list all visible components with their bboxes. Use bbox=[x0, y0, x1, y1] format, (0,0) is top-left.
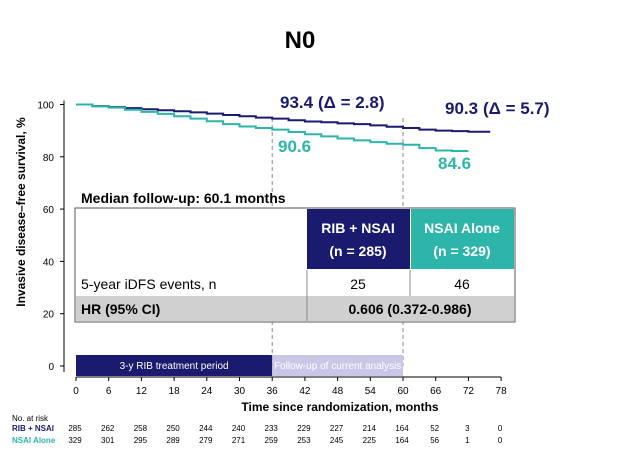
at-risk-count: 295 bbox=[134, 436, 148, 445]
survival-curves bbox=[76, 103, 491, 153]
x-tick-label: 66 bbox=[430, 386, 442, 397]
x-tick-label: 42 bbox=[299, 386, 311, 397]
y-tick-label: 100 bbox=[37, 101, 54, 112]
at-risk-count: 3 bbox=[465, 424, 470, 433]
nsai-column-header-bg bbox=[411, 209, 514, 269]
rib-60m-delta: (Δ = 5.7) bbox=[483, 99, 550, 118]
x-tick-label: 6 bbox=[106, 386, 112, 397]
at-risk-count: 329 bbox=[68, 436, 82, 445]
row1-rib-value: 25 bbox=[350, 276, 366, 292]
rib-36m-value: 93.4 bbox=[280, 93, 314, 112]
x-tick-label: 36 bbox=[267, 386, 279, 397]
median-followup-label: Median follow-up: 60.1 months bbox=[81, 190, 286, 206]
x-axis-label: Time since randomization, months bbox=[241, 400, 438, 414]
nsai-60m-value: 84.6 bbox=[438, 154, 471, 173]
row1-label: 5-year iDFS events, n bbox=[81, 276, 216, 292]
at-risk-count: 164 bbox=[395, 424, 409, 433]
nsai-alone-curve bbox=[76, 103, 469, 153]
at-risk-count: 244 bbox=[199, 424, 213, 433]
row2-value: 0.606 (0.372-0.986) bbox=[349, 301, 472, 317]
at-risk-count: 259 bbox=[265, 436, 279, 445]
x-tick-label: 78 bbox=[496, 386, 508, 397]
nsai-36m-value: 90.6 bbox=[278, 137, 311, 156]
inset-table: Median follow-up: 60.1 months RIB + NSAI (… bbox=[74, 190, 516, 323]
annotations: 93.4 (Δ = 2.8) 90.3 (Δ = 5.7) 90.6 84.6 bbox=[278, 93, 550, 173]
x-tick-label: 30 bbox=[234, 386, 246, 397]
rib-column-header-bg bbox=[307, 209, 410, 269]
treatment-period-bar bbox=[76, 355, 273, 376]
at-risk-count: 285 bbox=[68, 424, 82, 433]
at-risk-count: 250 bbox=[166, 424, 180, 433]
followup-period-bar bbox=[272, 355, 403, 376]
x-tick-label: 60 bbox=[397, 386, 409, 397]
x-tick-label: 48 bbox=[332, 386, 344, 397]
y-tick-label: 20 bbox=[43, 310, 55, 321]
treatment-period-label: 3-y RIB treatment period bbox=[120, 361, 229, 372]
at-risk-count: 271 bbox=[232, 436, 246, 445]
at-risk-count: 1 bbox=[465, 436, 470, 445]
y-tick-label: 80 bbox=[43, 153, 55, 164]
at-risk-count: 225 bbox=[363, 436, 377, 445]
at-risk-count: 227 bbox=[330, 424, 344, 433]
x-tick-label: 24 bbox=[201, 386, 213, 397]
at-risk-count: 262 bbox=[101, 424, 115, 433]
rib-nsai-curve bbox=[76, 103, 491, 133]
at-risk-count: 52 bbox=[430, 424, 439, 433]
nsai-column-n: (n = 329) bbox=[433, 243, 490, 259]
axes: 0 20 40 60 80 100 0 6 12 18 24 30 36 42 48 54 60 66 72 78 Ti… bbox=[14, 100, 508, 414]
at-risk-count: 0 bbox=[498, 436, 503, 445]
x-tick-label: 12 bbox=[136, 386, 148, 397]
at-risk-count: 245 bbox=[330, 436, 344, 445]
y-tick-label: 40 bbox=[43, 257, 55, 268]
at-risk-count: 56 bbox=[430, 436, 439, 445]
at-risk-count: 253 bbox=[297, 436, 311, 445]
rib-60m-value: 90.3 bbox=[445, 99, 478, 118]
at-risk-count: 229 bbox=[297, 424, 311, 433]
rib-36m-delta: (Δ = 2.8) bbox=[318, 93, 385, 112]
at-risk-header: No. at risk bbox=[12, 414, 49, 423]
at-risk-row-label: RIB + NSAI bbox=[12, 424, 54, 433]
row2-label: HR (95% CI) bbox=[81, 301, 160, 317]
at-risk-row-label: NSAI Alone bbox=[12, 436, 56, 445]
rib-column-header: RIB + NSAI bbox=[321, 220, 395, 236]
at-risk-count: 0 bbox=[498, 424, 503, 433]
x-tick-label: 54 bbox=[365, 386, 377, 397]
row1-nsai-value: 46 bbox=[454, 276, 470, 292]
y-axis-label: Invasive disease–free survival, % bbox=[14, 117, 28, 307]
at-risk-count: 301 bbox=[101, 436, 115, 445]
at-risk-count: 164 bbox=[395, 436, 409, 445]
y-tick-label: 0 bbox=[48, 362, 54, 373]
x-tick-label: 72 bbox=[463, 386, 475, 397]
rib-column-n: (n = 285) bbox=[329, 243, 386, 259]
nsai-column-header: NSAI Alone bbox=[424, 220, 500, 236]
at-risk-count: 233 bbox=[265, 424, 279, 433]
treatment-bar: 3-y RIB treatment period Follow-up of cur… bbox=[76, 355, 403, 376]
at-risk-count: 258 bbox=[134, 424, 148, 433]
dashed-landmarks bbox=[271, 118, 404, 366]
followup-period-label: Follow-up of current analysis bbox=[274, 361, 401, 372]
chart-title: N0 bbox=[285, 27, 316, 54]
at-risk-count: 240 bbox=[232, 424, 246, 433]
x-tick-label: 18 bbox=[169, 386, 181, 397]
x-tick-label: 0 bbox=[73, 386, 79, 397]
at-risk-count: 214 bbox=[363, 424, 377, 433]
at-risk-count: 279 bbox=[199, 436, 213, 445]
y-tick-label: 60 bbox=[43, 205, 55, 216]
at-risk-count: 289 bbox=[166, 436, 180, 445]
row2-bg bbox=[76, 296, 514, 321]
